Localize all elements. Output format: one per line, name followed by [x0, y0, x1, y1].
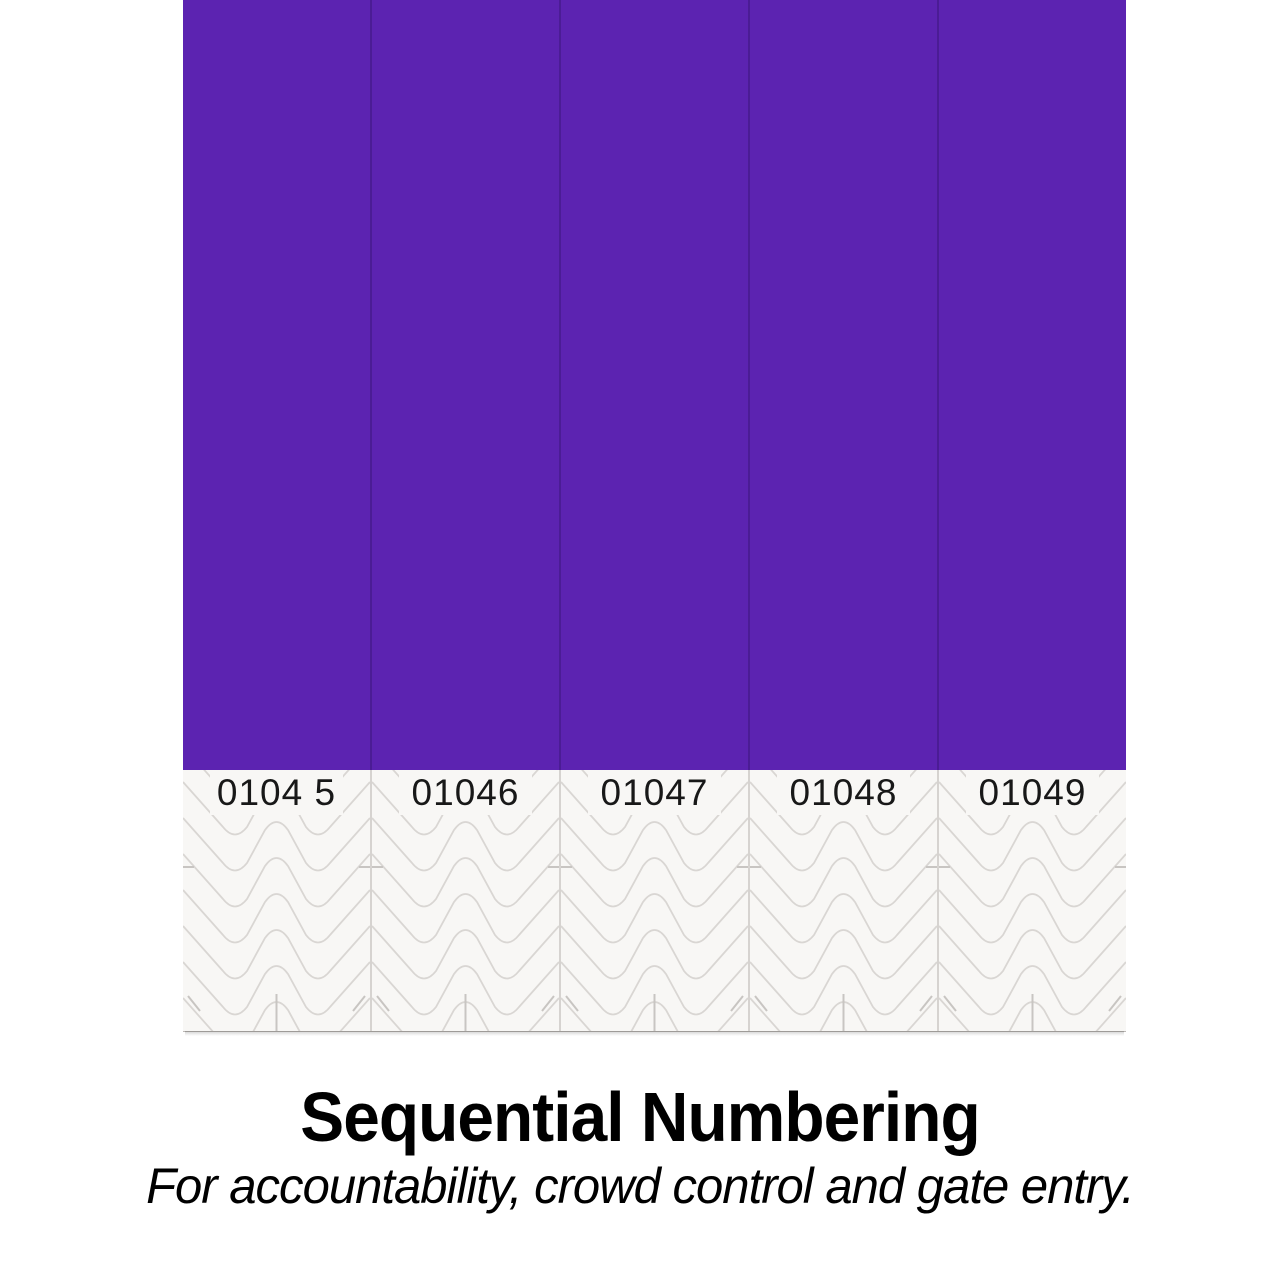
caption-title: Sequential Numbering — [300, 1078, 980, 1156]
wristband-body — [750, 0, 937, 770]
wristband-body — [939, 0, 1126, 770]
security-wave-pattern — [561, 770, 748, 1031]
wristband-strip: 01049 — [939, 0, 1126, 1031]
wristband-stub: 01047 — [561, 770, 748, 1031]
security-wave-pattern — [939, 770, 1126, 1031]
caption: Sequential Numbering For accountability,… — [0, 1080, 1280, 1214]
caption-subtitle: For accountability, crowd control and ga… — [146, 1158, 1135, 1214]
wristband-sheet: 0104 5 01046 01047 01048 01049 — [183, 0, 1126, 1036]
wristband-strip: 01047 — [561, 0, 748, 1031]
stub-number: 01046 — [411, 772, 520, 813]
wristband-stub: 01046 — [372, 770, 559, 1031]
wristband-strip: 01046 — [372, 0, 559, 1031]
wristband-body — [183, 0, 370, 770]
stub-number: 01047 — [600, 772, 709, 813]
wristband-body — [372, 0, 559, 770]
stub-number: 01049 — [978, 772, 1087, 813]
wristband-body — [561, 0, 748, 770]
stub-number: 01048 — [789, 772, 898, 813]
security-wave-pattern — [183, 770, 370, 1031]
security-wave-pattern — [372, 770, 559, 1031]
wristband-strip: 0104 5 — [183, 0, 370, 1031]
wristband-stub: 01048 — [750, 770, 937, 1031]
stub-number: 0104 5 — [216, 772, 337, 813]
wristband-strip: 01048 — [750, 0, 937, 1031]
wristband-stub: 0104 5 — [183, 770, 370, 1031]
security-wave-pattern — [750, 770, 937, 1031]
wristband-stub: 01049 — [939, 770, 1126, 1031]
